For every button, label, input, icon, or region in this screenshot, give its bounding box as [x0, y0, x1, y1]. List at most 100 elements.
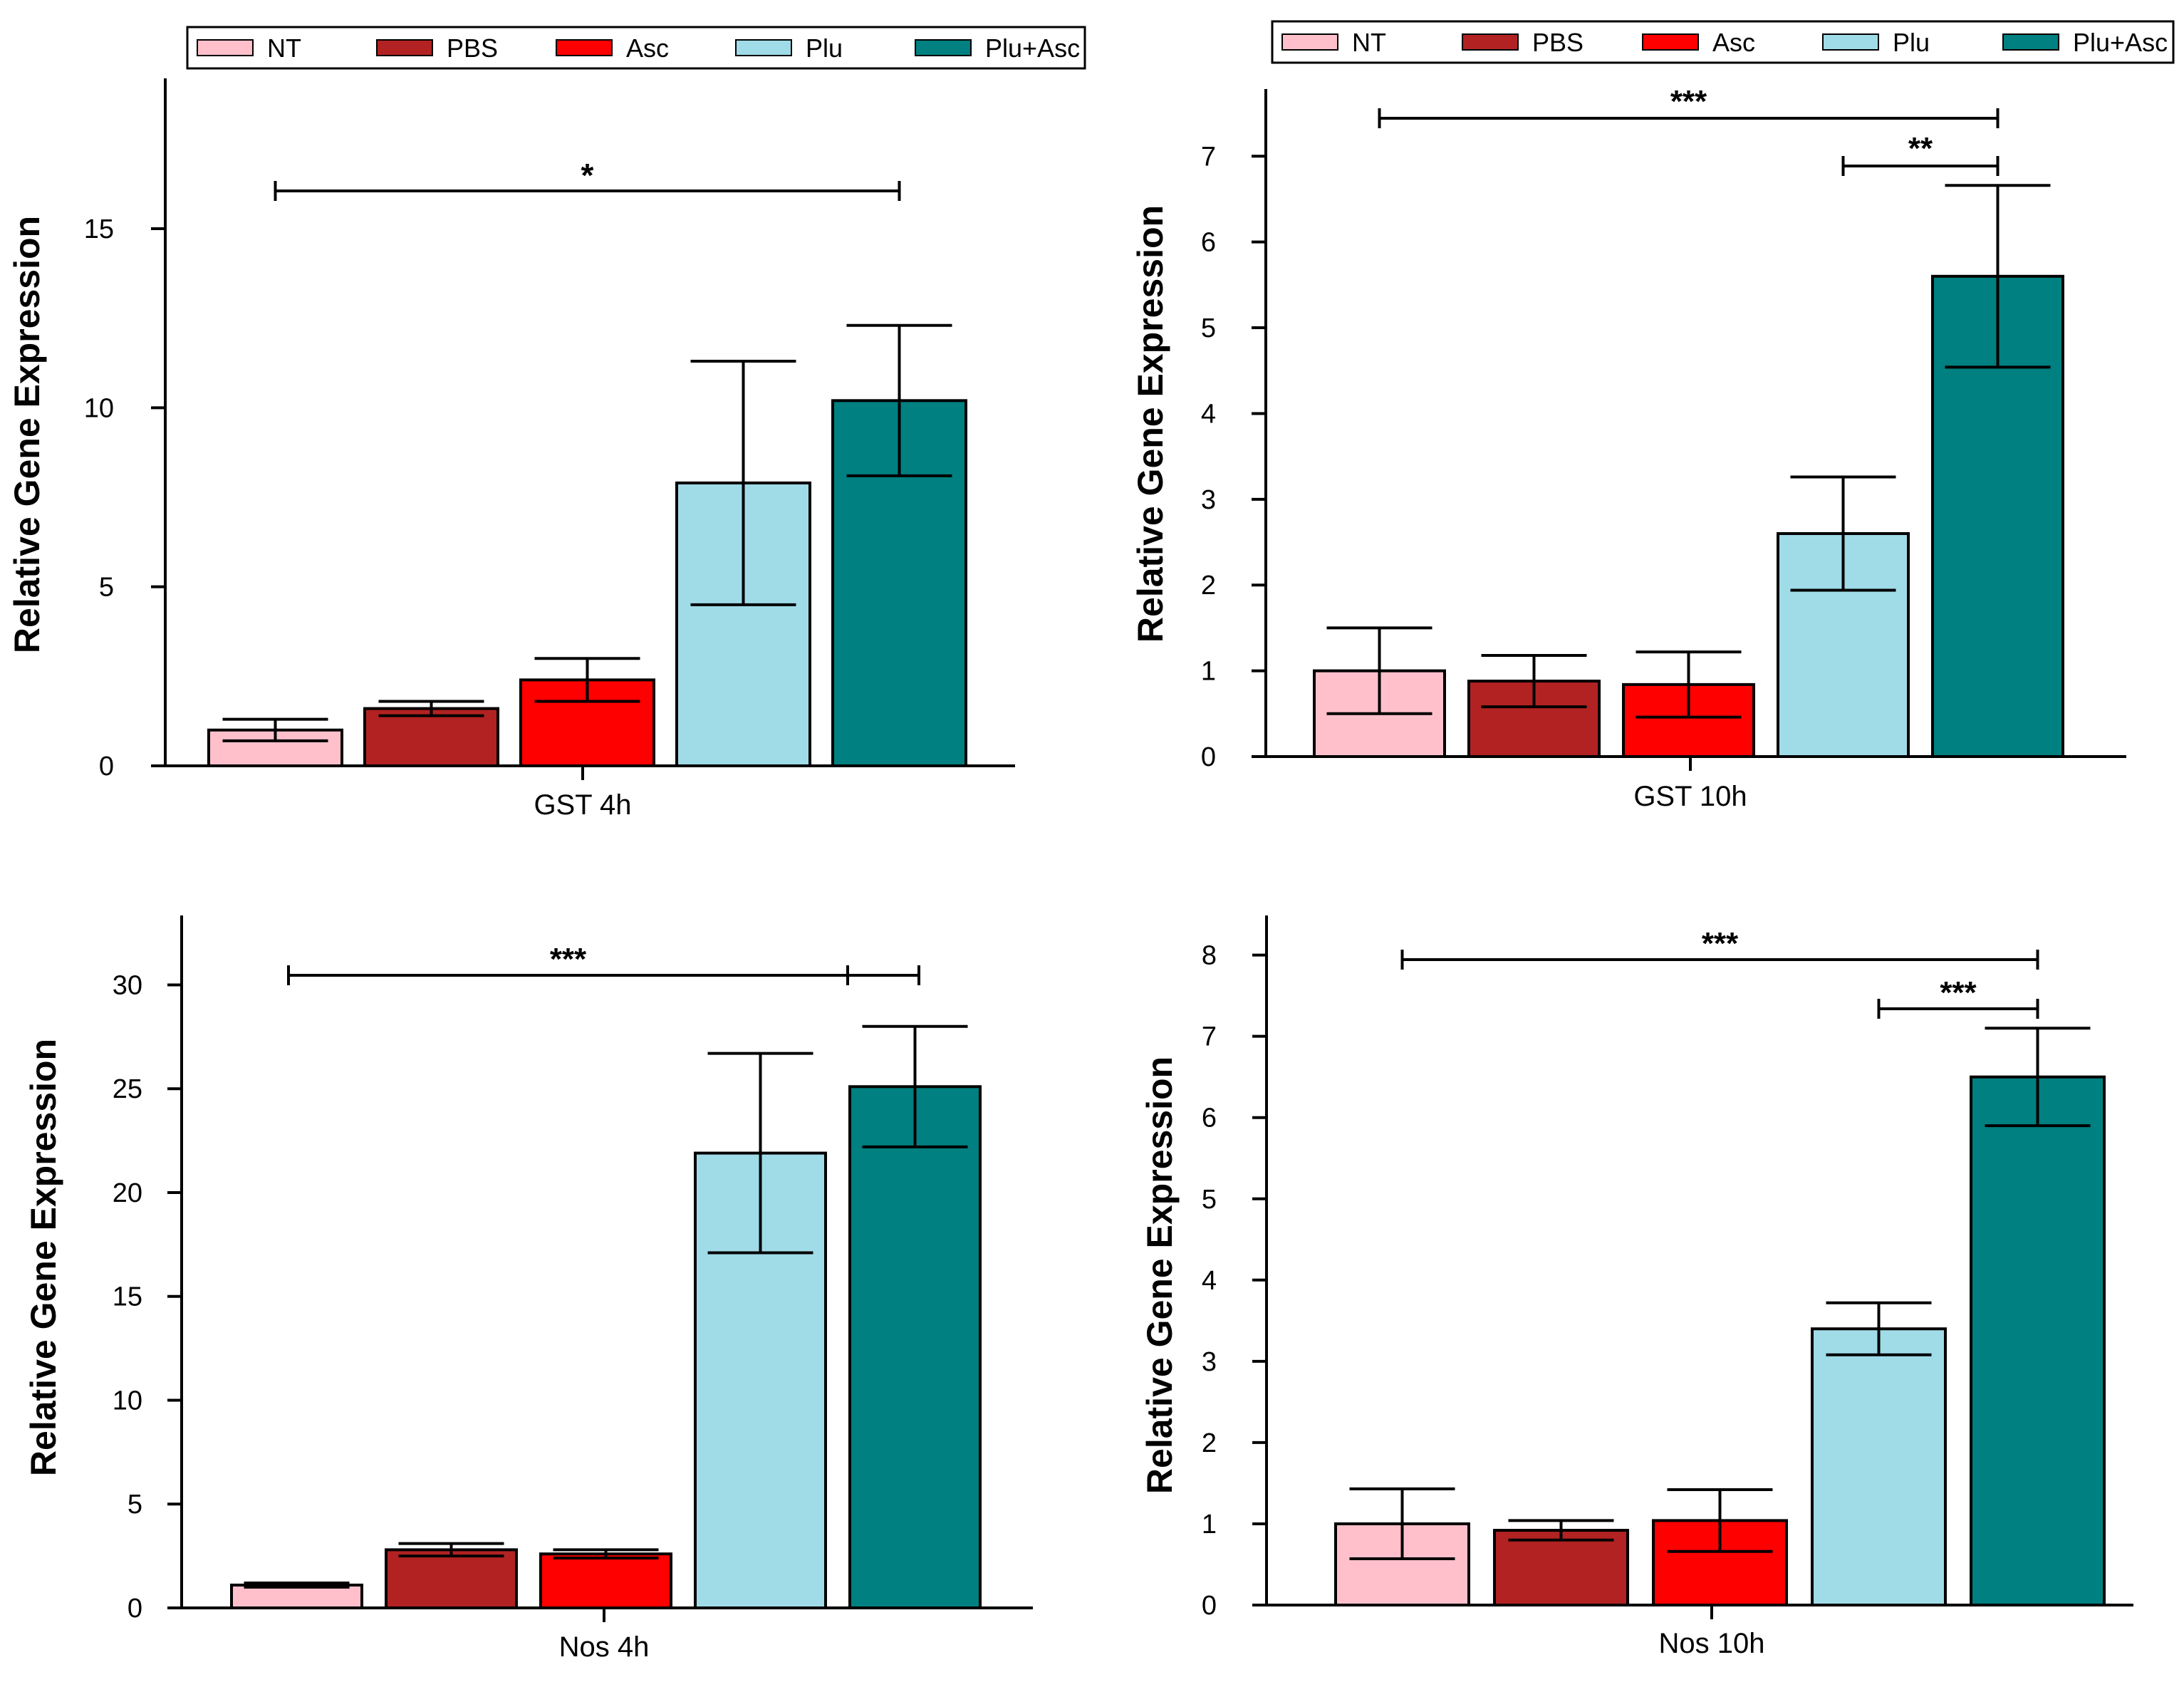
bar-plu-plus-asc [1970, 1075, 2106, 1606]
error-bar-pbs [398, 1542, 504, 1558]
error-bar-asc [534, 657, 640, 703]
legend-label-nt: NT [267, 33, 301, 63]
significance-nt-vs-plu-plus-asc: *** [1378, 84, 2000, 128]
bar-pbs [1493, 1529, 1629, 1606]
bar-plu-plus-asc [848, 1085, 982, 1609]
significance-nt-vs-plu-plus-asc: *** [287, 942, 920, 985]
y-tick-label-8: 8 [1202, 941, 1217, 971]
y-tick-label-6: 6 [1202, 1104, 1217, 1133]
y-tick-label-20: 20 [113, 1178, 142, 1208]
error-bar-pbs [1481, 653, 1587, 709]
legend: NT PBS Asc Plu Plu+Asc [186, 26, 1086, 70]
error-bar-pbs [1508, 1519, 1614, 1542]
error-bar-plu [707, 1052, 813, 1255]
significance-nt-vs-plu-plus-asc: * [274, 157, 901, 201]
y-axis-label: Relative Gene Expression [24, 1039, 63, 1476]
legend-swatch-asc [556, 39, 613, 56]
y-tick-label-5: 5 [1202, 1185, 1217, 1215]
bar-pbs [385, 1548, 518, 1609]
error-bar-plu [1790, 475, 1896, 592]
error-bar-plu [1826, 1301, 1932, 1356]
significance-label: *** [1702, 926, 1739, 961]
error-bar-nt [1326, 626, 1432, 715]
significance-label: *** [1670, 84, 1707, 119]
error-bar-nt [222, 717, 328, 742]
y-tick-label-30: 30 [113, 970, 142, 1000]
legend-label-plu-plus-asc: Plu+Asc [985, 33, 1080, 63]
y-tick-label-25: 25 [113, 1074, 142, 1104]
error-bar-pbs [378, 700, 484, 717]
error-bar-plu-plus-asc [862, 1024, 968, 1148]
error-bar-asc [553, 1548, 659, 1560]
y-tick-label-0: 0 [128, 1594, 142, 1624]
error-bar-plu-plus-asc [1985, 1027, 2091, 1128]
error-bar-asc [1667, 1488, 1773, 1553]
bar-plu-plus-asc [1931, 274, 2064, 758]
y-tick-label-4: 4 [1201, 399, 1216, 429]
y-tick-label-3: 3 [1202, 1347, 1217, 1377]
significance-label: ** [1908, 131, 1933, 166]
chart-panel-nos-10h: 0 1 2 3 4 5 6 7 8 Relative Gene Expression Nos 10h… [1140, 915, 2133, 1659]
chart-panel-gst-4h: NT PBS Asc Plu Plu+Asc 0 5 10 15 Relative Gene Ex… [7, 26, 1086, 821]
significance-nt-vs-plu-plus-asc: *** [1400, 926, 2039, 970]
x-axis-label: GST 10h [1633, 781, 1747, 812]
y-tick-label-3: 3 [1201, 485, 1216, 515]
y-tick-label-5: 5 [128, 1490, 142, 1520]
legend-swatch-nt [197, 39, 254, 56]
legend-label-pbs: PBS [447, 33, 498, 63]
bar-asc [539, 1552, 672, 1609]
x-axis-label: GST 4h [534, 789, 631, 821]
y-axis-label: Relative Gene Expression [1130, 205, 1170, 643]
error-bar-nt [244, 1582, 350, 1589]
y-tick-label-5: 5 [99, 573, 114, 603]
y-tick-label-1: 1 [1202, 1510, 1217, 1540]
y-tick-label-7: 7 [1202, 1022, 1217, 1052]
significance-label: *** [1940, 975, 1977, 1010]
chart-panel-gst-10h: NT PBS Asc Plu Plu+Asc 0 1 2 3 4 5 6 7 Relative Gene … [1130, 20, 2175, 812]
y-tick-label-2: 2 [1201, 571, 1216, 601]
bar-pbs [363, 707, 499, 767]
y-axis-label: Relative Gene Expression [1140, 1057, 1180, 1494]
legend-label-asc: Asc [1712, 28, 1755, 57]
error-bar-nt [1349, 1487, 1455, 1560]
legend-label-nt: NT [1352, 28, 1386, 57]
y-tick-label-5: 5 [1201, 313, 1216, 343]
significance-plu-vs-plu-plus-asc: ** [1841, 131, 2000, 176]
legend-swatch-plu [1822, 33, 1879, 51]
legend-label-plu-plus-asc: Plu+Asc [2073, 28, 2168, 57]
legend-swatch-asc [1642, 33, 1699, 51]
y-tick-label-6: 6 [1201, 228, 1216, 258]
y-tick-label-2: 2 [1202, 1428, 1217, 1458]
y-tick-label-0: 0 [99, 752, 114, 782]
error-bar-asc [1636, 650, 1742, 719]
y-tick-label-15: 15 [113, 1282, 142, 1312]
error-bar-plu-plus-asc [1945, 184, 2051, 369]
y-tick-label-10: 10 [113, 1386, 142, 1416]
legend-swatch-plu-plus-asc [915, 39, 972, 56]
legend: NT PBS Asc Plu Plu+Asc [1271, 20, 2175, 64]
error-bar-plu-plus-asc [846, 323, 952, 477]
significance-label: *** [550, 942, 587, 977]
legend-label-asc: Asc [626, 33, 669, 63]
x-axis-label: Nos 10h [1659, 1628, 1765, 1659]
legend-label-plu: Plu [1893, 28, 1930, 57]
legend-swatch-plu [735, 39, 792, 56]
y-tick-label-10: 10 [84, 393, 114, 423]
y-tick-label-0: 0 [1202, 1591, 1217, 1621]
significance-label: * [581, 157, 594, 194]
legend-swatch-pbs [1462, 33, 1519, 51]
bar-plu [1811, 1327, 1947, 1606]
legend-swatch-nt [1281, 33, 1338, 51]
x-axis-label: Nos 4h [559, 1631, 650, 1663]
legend-swatch-pbs [376, 39, 433, 56]
y-axis-label: Relative Gene Expression [7, 216, 47, 653]
y-tick-label-1: 1 [1201, 657, 1216, 687]
y-tick-label-7: 7 [1201, 142, 1216, 172]
y-tick-label-4: 4 [1202, 1266, 1217, 1296]
y-tick-label-0: 0 [1201, 742, 1216, 772]
significance-plu-vs-plu-plus-asc: *** [1877, 975, 2039, 1019]
chart-panel-nos-4h: 0 5 10 15 20 25 30 Relative Gene Expression Nos … [24, 915, 1033, 1663]
legend-label-plu: Plu [806, 33, 843, 63]
y-tick-label-15: 15 [84, 214, 114, 244]
